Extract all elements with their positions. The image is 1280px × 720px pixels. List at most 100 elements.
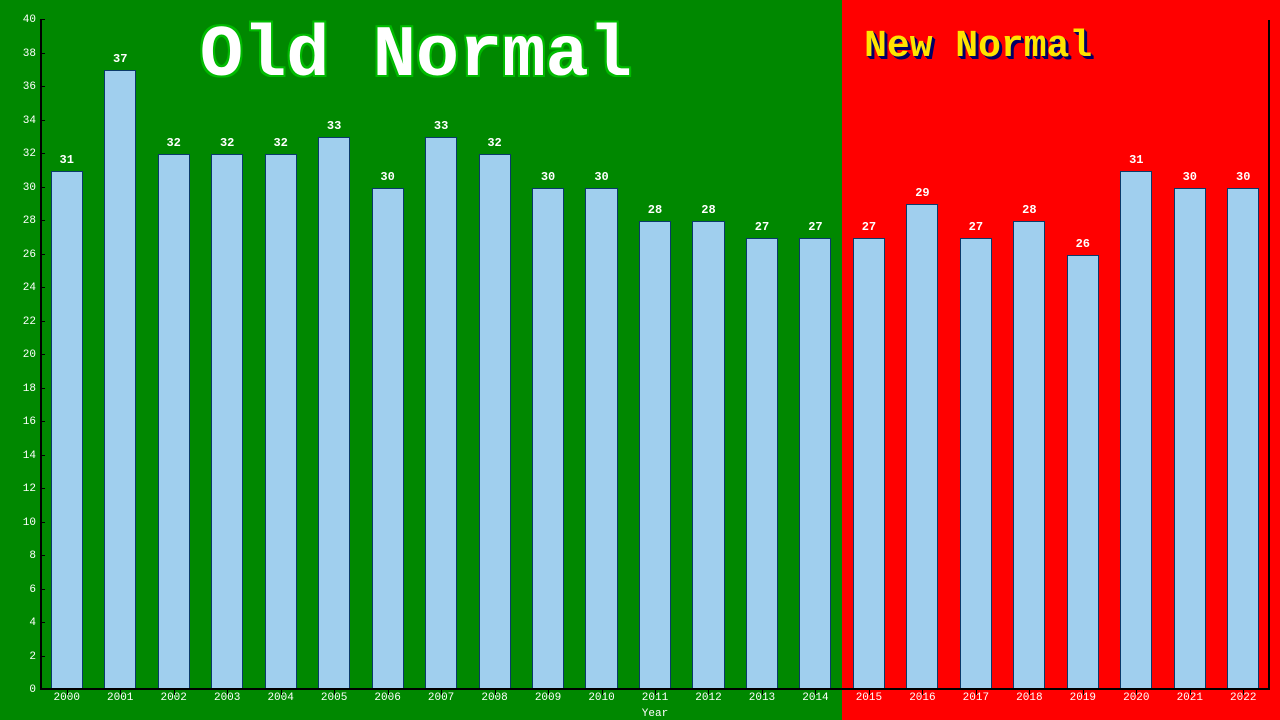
x-tick-mark: [548, 690, 549, 695]
bar: [532, 188, 564, 691]
bar: [639, 221, 671, 690]
y-tick-mark: [40, 622, 45, 623]
bar: [746, 238, 778, 690]
bar-value-label: 32: [487, 136, 501, 150]
x-tick-mark: [174, 690, 175, 695]
x-tick-mark: [602, 690, 603, 695]
y-tick-label: 24: [0, 282, 36, 294]
y-tick-label: 26: [0, 249, 36, 261]
x-tick-mark: [655, 690, 656, 695]
bar-value-label: 28: [648, 203, 662, 217]
x-tick-mark: [762, 690, 763, 695]
y-tick-mark: [40, 522, 45, 523]
bar-value-label: 27: [969, 220, 983, 234]
bar: [1174, 188, 1206, 691]
x-tick-mark: [281, 690, 282, 695]
y-tick-label: 16: [0, 416, 36, 428]
bar-value-label: 30: [594, 170, 608, 184]
bar-value-label: 32: [220, 136, 234, 150]
y-tick-label: 38: [0, 48, 36, 60]
x-tick-mark: [869, 690, 870, 695]
x-tick-mark: [1243, 690, 1244, 695]
y-axis-line: [40, 20, 42, 690]
y-tick-mark: [40, 455, 45, 456]
x-tick-mark: [334, 690, 335, 695]
y-tick-label: 20: [0, 349, 36, 361]
y-tick-mark: [40, 421, 45, 422]
bar: [51, 171, 83, 690]
bar-value-label: 28: [701, 203, 715, 217]
bar-value-label: 33: [327, 119, 341, 133]
bar-value-label: 31: [1129, 153, 1143, 167]
x-tick-mark: [67, 690, 68, 695]
bar: [211, 154, 243, 690]
y-tick-label: 30: [0, 182, 36, 194]
bar-value-label: 29: [915, 186, 929, 200]
y-tick-label: 0: [0, 684, 36, 696]
bar: [906, 204, 938, 690]
bar-value-label: 28: [1022, 203, 1036, 217]
y-tick-mark: [40, 153, 45, 154]
y-tick-mark: [40, 287, 45, 288]
bar: [1227, 188, 1259, 691]
bar: [425, 137, 457, 690]
bar-value-label: 33: [434, 119, 448, 133]
y-tick-mark: [40, 321, 45, 322]
y-tick-mark: [40, 19, 45, 20]
x-tick-mark: [708, 690, 709, 695]
y-tick-mark: [40, 488, 45, 489]
plot-area: 3137323232333033323030282827272729272826…: [40, 20, 1270, 690]
y-tick-mark: [40, 589, 45, 590]
bar: [104, 70, 136, 690]
bar: [265, 154, 297, 690]
x-tick-mark: [1136, 690, 1137, 695]
x-tick-mark: [1029, 690, 1030, 695]
x-tick-mark: [976, 690, 977, 695]
bar-value-label: 30: [541, 170, 555, 184]
bar-value-label: 37: [113, 52, 127, 66]
bar: [318, 137, 350, 690]
bar: [692, 221, 724, 690]
y-tick-mark: [40, 86, 45, 87]
bar: [479, 154, 511, 690]
y-tick-label: 6: [0, 584, 36, 596]
bar: [853, 238, 885, 690]
bar-value-label: 26: [1076, 237, 1090, 251]
bar-value-label: 30: [1183, 170, 1197, 184]
bar: [1067, 255, 1099, 691]
y-tick-label: 14: [0, 450, 36, 462]
bar-value-label: 31: [60, 153, 74, 167]
bar: [158, 154, 190, 690]
x-tick-mark: [922, 690, 923, 695]
y-tick-mark: [40, 656, 45, 657]
x-tick-mark: [388, 690, 389, 695]
x-tick-mark: [441, 690, 442, 695]
y-tick-mark: [40, 120, 45, 121]
bar: [372, 188, 404, 691]
bar: [1120, 171, 1152, 690]
y-tick-label: 4: [0, 617, 36, 629]
bar-value-label: 32: [166, 136, 180, 150]
bar-value-label: 27: [862, 220, 876, 234]
x-tick-mark: [120, 690, 121, 695]
y-tick-label: 2: [0, 651, 36, 663]
y-tick-mark: [40, 555, 45, 556]
y-tick-mark: [40, 254, 45, 255]
y-tick-label: 32: [0, 148, 36, 160]
x-tick-mark: [815, 690, 816, 695]
y-tick-label: 28: [0, 215, 36, 227]
bar-value-label: 32: [273, 136, 287, 150]
y-axis: Deaths/100,000 0246810121416182022242628…: [0, 20, 40, 690]
chart-container: Deaths/100,000 - Unknown Causes - Female…: [0, 0, 1280, 720]
bar-value-label: 27: [808, 220, 822, 234]
y-tick-label: 12: [0, 483, 36, 495]
y-axis-right-line: [1268, 20, 1270, 690]
y-tick-label: 36: [0, 81, 36, 93]
y-tick-label: 34: [0, 115, 36, 127]
y-tick-label: 40: [0, 14, 36, 26]
bar: [799, 238, 831, 690]
x-tick-mark: [1190, 690, 1191, 695]
y-tick-mark: [40, 388, 45, 389]
bar-value-label: 30: [1236, 170, 1250, 184]
bar: [960, 238, 992, 690]
